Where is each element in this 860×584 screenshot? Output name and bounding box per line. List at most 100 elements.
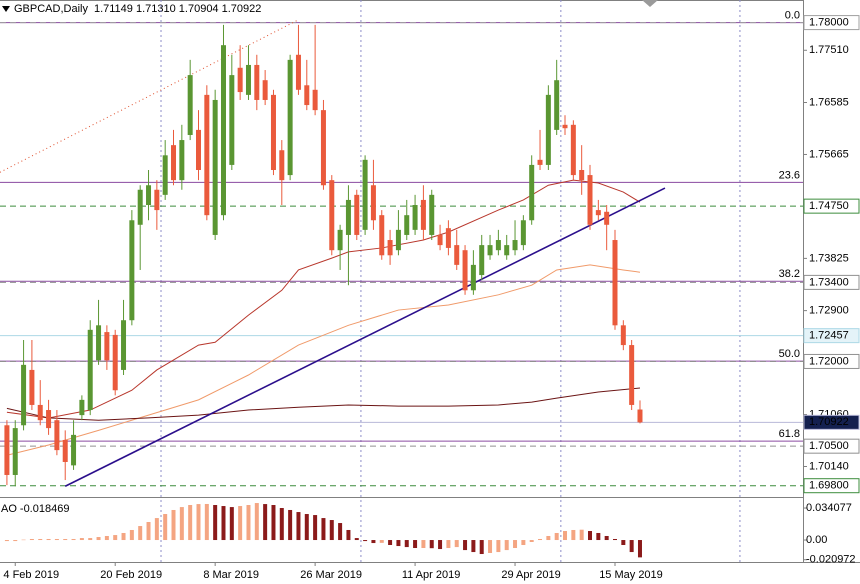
- candle-body: [462, 250, 468, 291]
- candle-body: [454, 245, 460, 265]
- candle-body: [37, 404, 43, 421]
- ao-bar: [54, 538, 59, 541]
- candle-body: [121, 320, 127, 370]
- ao-bar: [421, 540, 426, 549]
- candle-body: [104, 332, 110, 361]
- candle-body: [254, 64, 260, 100]
- trendline: [64, 187, 666, 487]
- ao-bar: [138, 526, 143, 541]
- ao-y-tick-label: -0.020972: [806, 554, 856, 566]
- ao-bar: [263, 504, 268, 541]
- ao-bar: [513, 540, 518, 549]
- quote: 1.71149 1.71310 1.70904 1.70922: [94, 3, 261, 15]
- ao-bar: [579, 529, 584, 541]
- scroll-marker: [642, 0, 658, 7]
- fib-label: 38.2: [779, 268, 800, 280]
- ao-bar: [79, 538, 84, 541]
- x-tick-label: 8 Mar 2019: [203, 569, 259, 581]
- ao-bar: [329, 520, 334, 541]
- candle-body: [379, 215, 385, 256]
- ao-last-value: -0.018469: [20, 503, 70, 515]
- ao-bar: [546, 535, 551, 541]
- fib-label: 61.8: [779, 428, 800, 440]
- candle-body: [620, 325, 626, 346]
- ao-label: AO -0.018469: [1, 503, 69, 515]
- candle-body: [279, 150, 285, 181]
- ao-bar: [113, 535, 118, 541]
- ao-bar: [488, 540, 493, 553]
- ao-bar: [254, 503, 259, 541]
- ao-bar: [154, 518, 159, 541]
- ao-y-tick-label: 0.034077: [806, 502, 852, 514]
- y-tick-label: 1.72900: [809, 305, 849, 317]
- chart-header: GBPCAD,Daily 1.71149 1.71310 1.70904 1.70…: [14, 3, 261, 15]
- price-label: 1.72000: [809, 355, 849, 367]
- x-tick-label: 4 Feb 2019: [3, 569, 59, 581]
- candle-body: [179, 140, 185, 181]
- ao-bar: [96, 537, 101, 541]
- ao-bar: [346, 529, 351, 541]
- ao-bar: [379, 540, 384, 543]
- candle-body: [345, 199, 351, 235]
- fib-label: 50.0: [779, 348, 800, 360]
- ao-bar: [229, 507, 234, 541]
- ao-bar: [104, 535, 109, 541]
- price-label: 1.70922: [809, 416, 849, 428]
- ao-bar: [354, 538, 359, 541]
- ao-bar: [71, 538, 76, 541]
- x-tick-label: 20 Feb 2019: [100, 569, 162, 581]
- ao-bar: [13, 540, 18, 542]
- candle-body: [470, 264, 476, 291]
- candle-body: [12, 428, 18, 475]
- ao-bar: [171, 509, 176, 541]
- ao-bar: [571, 529, 576, 541]
- ao-bar: [204, 503, 209, 541]
- ao-bar: [438, 540, 443, 550]
- ao-bar: [404, 540, 409, 548]
- candle-body: [220, 45, 226, 216]
- candle-body: [129, 220, 135, 321]
- candle-body: [196, 129, 202, 170]
- x-tick-label: 11 Apr 2019: [402, 569, 461, 581]
- candle-body: [21, 364, 27, 426]
- y-tick-label: 1.77510: [809, 44, 849, 56]
- ao-bar: [388, 540, 393, 546]
- candle-body: [637, 409, 643, 423]
- candle-body: [537, 159, 543, 165]
- price-label: 1.73400: [809, 276, 849, 288]
- ao-bar: [313, 515, 318, 541]
- candle-body: [479, 245, 485, 276]
- candle-body: [329, 180, 335, 251]
- candle-body: [404, 215, 410, 235]
- candle-body: [595, 210, 601, 216]
- ao-bar: [521, 540, 526, 546]
- candle-body: [237, 67, 243, 93]
- ao-bar: [471, 540, 476, 553]
- ao-bar: [429, 540, 434, 549]
- candle-body: [112, 334, 118, 391]
- ao-bar: [129, 529, 134, 541]
- ao-bar: [238, 506, 243, 541]
- ao-bar: [271, 505, 276, 541]
- ao-bar: [196, 504, 201, 541]
- ao-bar: [629, 540, 634, 553]
- moving-average: [6, 264, 641, 456]
- x-tick-label: 15 May 2019: [599, 569, 663, 581]
- price-label-box: [803, 414, 860, 430]
- ao-bar: [454, 540, 459, 548]
- candle-body: [562, 124, 568, 129]
- price-label-box: [803, 274, 860, 290]
- ao-bar: [296, 512, 301, 541]
- price-label-box: [803, 15, 860, 31]
- ao-bar: [188, 505, 193, 541]
- candle-body: [429, 194, 435, 235]
- ao-bar: [21, 539, 26, 541]
- ao-bar: [496, 540, 501, 553]
- candle-body: [487, 245, 493, 256]
- candle-body: [204, 94, 210, 216]
- ao-bar: [413, 540, 418, 549]
- ao-bar: [179, 507, 184, 541]
- price-label-box: [803, 328, 860, 344]
